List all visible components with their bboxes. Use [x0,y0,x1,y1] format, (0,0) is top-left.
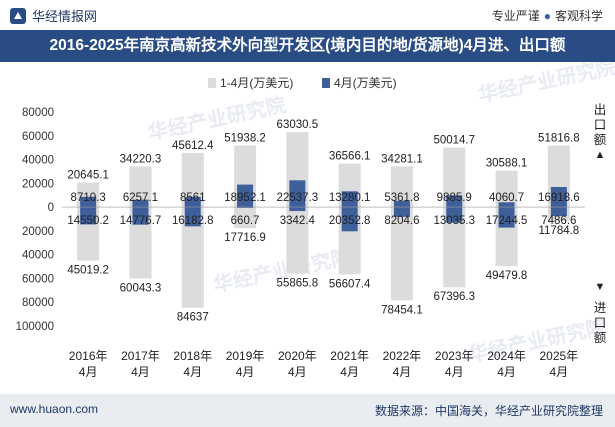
tagline-dot-icon: ● [543,9,551,23]
y-tick-label-7: 60000 [22,273,54,285]
bar-april-8 [498,202,515,228]
label-export-cumulative-4: 63030.5 [277,119,319,131]
watermark-2: 华经产业研究院 [476,62,615,107]
bar-april-2 [184,196,201,227]
bar-april-5 [341,191,358,232]
label-import-cumulative-9: 11784.8 [538,225,579,237]
label-export-april-2: 8561 [180,192,206,204]
top-bar: 华经情报网 专业严谨 ● 客观科学 [0,0,615,30]
x-tick-label-6: 2022年 4月 [383,349,422,379]
x-tick-label-3: 2019年 4月 [226,349,265,379]
x-tick-label-2: 2018年 4月 [173,349,212,379]
label-import-cumulative-0: 45019.2 [67,265,109,277]
label-export-cumulative-1: 34220.3 [120,153,162,165]
label-import-cumulative-3: 17716.9 [224,232,266,244]
bar-cumulative-2 [181,152,204,308]
label-import-cumulative-5: 56607.4 [329,278,371,290]
label-import-cumulative-6: 78454.1 [381,304,423,316]
bar-april-3 [237,184,254,208]
y-tick-label-1: 60000 [22,131,54,143]
label-import-cumulative-2: 84637 [177,312,209,324]
y-tick-label-0: 80000 [22,107,54,119]
label-import-april-6: 8204.6 [384,215,419,227]
footer: www.huaon.com 数据来源：中国海关，华经产业研究院整理 [0,394,615,427]
label-export-cumulative-3: 51938.2 [224,132,266,144]
label-import-april-4: 3342.4 [280,215,316,227]
label-import-cumulative-8: 49479.8 [486,270,528,282]
legend-label-cumulative: 1-4月(万美元) [220,76,293,90]
x-tick-label-8: 2024年 4月 [487,349,526,379]
label-import-april-0: 14550.2 [67,215,109,227]
footer-source: 数据来源：中国海关，华经产业研究院整理 [374,404,603,418]
y-tick-label-9: 100000 [16,321,54,333]
legend-label-april: 4月(万美元) [334,76,397,90]
x-tick-label-0: 2016年 4月 [69,349,108,379]
x-tick-label-5: 2021年 4月 [330,349,369,379]
label-import-april-3: 660.7 [231,215,260,227]
label-export-april-8: 4060.7 [489,192,524,204]
label-export-april-5: 13280.1 [329,192,371,204]
y-tick-label-8: 80000 [22,297,54,309]
y-tick-label-5: 20000 [22,226,54,238]
label-export-april-9: 16918.6 [538,192,580,204]
x-tick-label-7: 2023年 4月 [435,349,474,379]
x-tick-label-1: 2017年 4月 [121,349,160,379]
label-import-april-7: 13035.3 [433,215,475,227]
footer-website[interactable]: www.huaon.com [10,402,99,416]
label-import-cumulative-7: 67396.3 [433,291,475,303]
label-import-april-2: 16182.8 [172,215,214,227]
legend-swatch-april [322,78,330,88]
label-import-april-5: 20352.8 [329,215,371,227]
side-label-import: 进口额 [594,301,607,345]
label-export-april-7: 9885.9 [437,192,472,204]
y-tick-label-6: 40000 [22,250,54,262]
label-export-cumulative-0: 20645.1 [67,170,109,182]
label-export-cumulative-2: 45612.4 [172,140,214,152]
y-tick-label-3: 20000 [22,178,54,190]
label-import-april-1: 14776.7 [120,215,162,227]
huajing-logo-icon [10,7,26,24]
brand-name: 华经情报网 [32,9,98,24]
label-import-april-9: 7486.6 [541,215,576,227]
x-tick-label-9: 2025年 4月 [539,349,578,379]
label-export-april-3: 18952.1 [224,192,266,204]
tagline-right: 客观科学 [554,9,603,23]
bar-april-7 [446,195,463,223]
label-export-cumulative-6: 34281.1 [381,153,423,165]
import-arrow-icon: ▼ [595,281,606,293]
legend-swatch-cumulative [208,78,216,88]
chart-title: 2016-2025年南京高新技术外向型开发区(境内目的地/货源地)4月进、出口额 [0,30,615,62]
tagline: 专业严谨 ● 客观科学 [492,7,603,24]
brand[interactable]: 华经情报网 [10,6,97,25]
label-export-april-1: 6257.1 [123,192,158,204]
label-export-cumulative-5: 36566.1 [329,151,371,163]
bar-april-6 [393,200,410,217]
label-export-april-6: 5361.8 [384,192,419,204]
label-export-april-0: 8710.3 [71,192,106,204]
bar-april-1 [132,199,149,225]
label-export-cumulative-8: 30588.1 [486,158,528,170]
label-export-april-4: 22537.3 [277,192,319,204]
side-label-export: 出口额 [594,103,607,147]
label-import-april-8: 17244.5 [486,215,528,227]
tagline-left: 专业严谨 [491,9,540,23]
label-import-cumulative-4: 55865.8 [277,278,319,290]
bar-april-9 [550,186,567,217]
export-arrow-icon: ▲ [595,149,606,161]
y-tick-label-4: 0 [48,202,54,214]
bar-april-4 [289,180,306,212]
x-tick-label-4: 2020年 4月 [278,349,317,379]
label-export-cumulative-9: 51816.8 [538,133,580,145]
bar-cumulative-6 [390,166,413,301]
watermark-0: 华经产业研究院 [146,92,288,145]
y-tick-label-2: 40000 [22,155,54,167]
label-export-cumulative-7: 50014.7 [433,135,475,147]
bar-april-0 [80,196,97,225]
label-import-cumulative-1: 60043.3 [120,282,162,294]
